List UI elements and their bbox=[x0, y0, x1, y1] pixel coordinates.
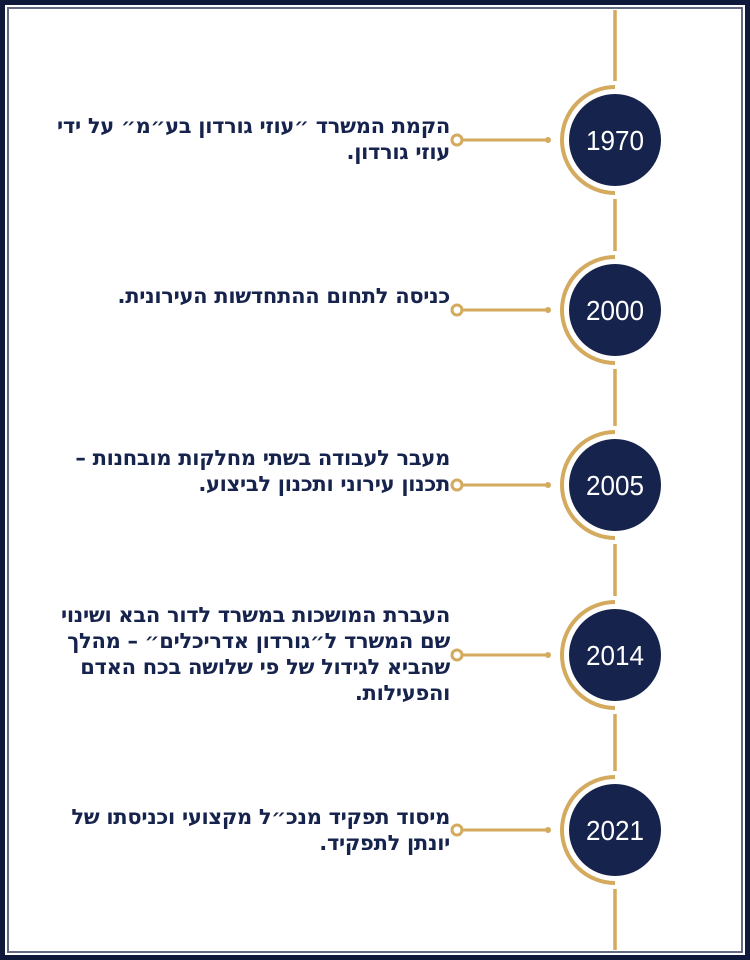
connector-dot bbox=[545, 482, 551, 488]
connector-dot bbox=[545, 307, 551, 313]
connector-ring bbox=[450, 478, 464, 492]
gold-arc bbox=[560, 255, 616, 365]
connector-ring bbox=[450, 648, 464, 662]
year-label-2014: 2014 bbox=[586, 640, 644, 671]
year-label-2021: 2021 bbox=[586, 815, 644, 846]
gold-arc bbox=[560, 430, 616, 540]
year-circle bbox=[569, 264, 661, 356]
event-text-2014: העברת המושכות במשרד לדור הבא ושינוי שם ה… bbox=[60, 603, 450, 705]
inner-frame bbox=[7, 7, 743, 953]
gold-arc bbox=[560, 775, 616, 885]
event-text-1970: הקמת המשרד ״עוזי גורדון בע״מ״ על ידי עוז… bbox=[57, 114, 450, 164]
gold-arc bbox=[560, 85, 616, 195]
year-circle bbox=[569, 609, 661, 701]
connector-dot bbox=[545, 652, 551, 658]
year-circle bbox=[569, 94, 661, 186]
connector-ring bbox=[450, 823, 464, 837]
year-label-2005: 2005 bbox=[586, 470, 644, 501]
connector-ring bbox=[450, 303, 464, 317]
year-circle bbox=[569, 439, 661, 531]
event-text-2005: מעבר לעבודה בשתי מחלקות מובחנות – תכנון … bbox=[75, 446, 450, 496]
event-text-2000: כניסה לתחום ההתחדשות העירונית. bbox=[117, 284, 451, 308]
year-label-1970: 1970 bbox=[586, 125, 644, 156]
gold-arc bbox=[560, 600, 616, 710]
year-label-2000: 2000 bbox=[586, 295, 644, 326]
connector-dot bbox=[545, 827, 551, 833]
connector-ring bbox=[450, 133, 464, 147]
connector-dot bbox=[545, 137, 551, 143]
event-text-2021: מיסוד תפקיד מנכ״ל מקצועי וכניסתו של יונת… bbox=[71, 805, 450, 855]
year-circle bbox=[569, 784, 661, 876]
